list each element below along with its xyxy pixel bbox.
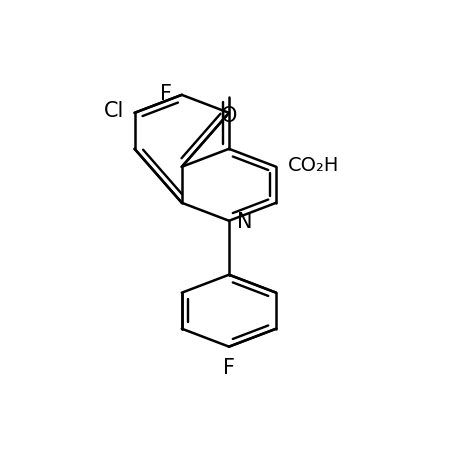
Text: Cl: Cl xyxy=(104,101,125,121)
Text: O: O xyxy=(221,106,237,126)
Text: F: F xyxy=(160,84,172,104)
Text: F: F xyxy=(223,358,235,378)
Text: N: N xyxy=(237,211,253,232)
Text: CO₂H: CO₂H xyxy=(288,157,339,175)
